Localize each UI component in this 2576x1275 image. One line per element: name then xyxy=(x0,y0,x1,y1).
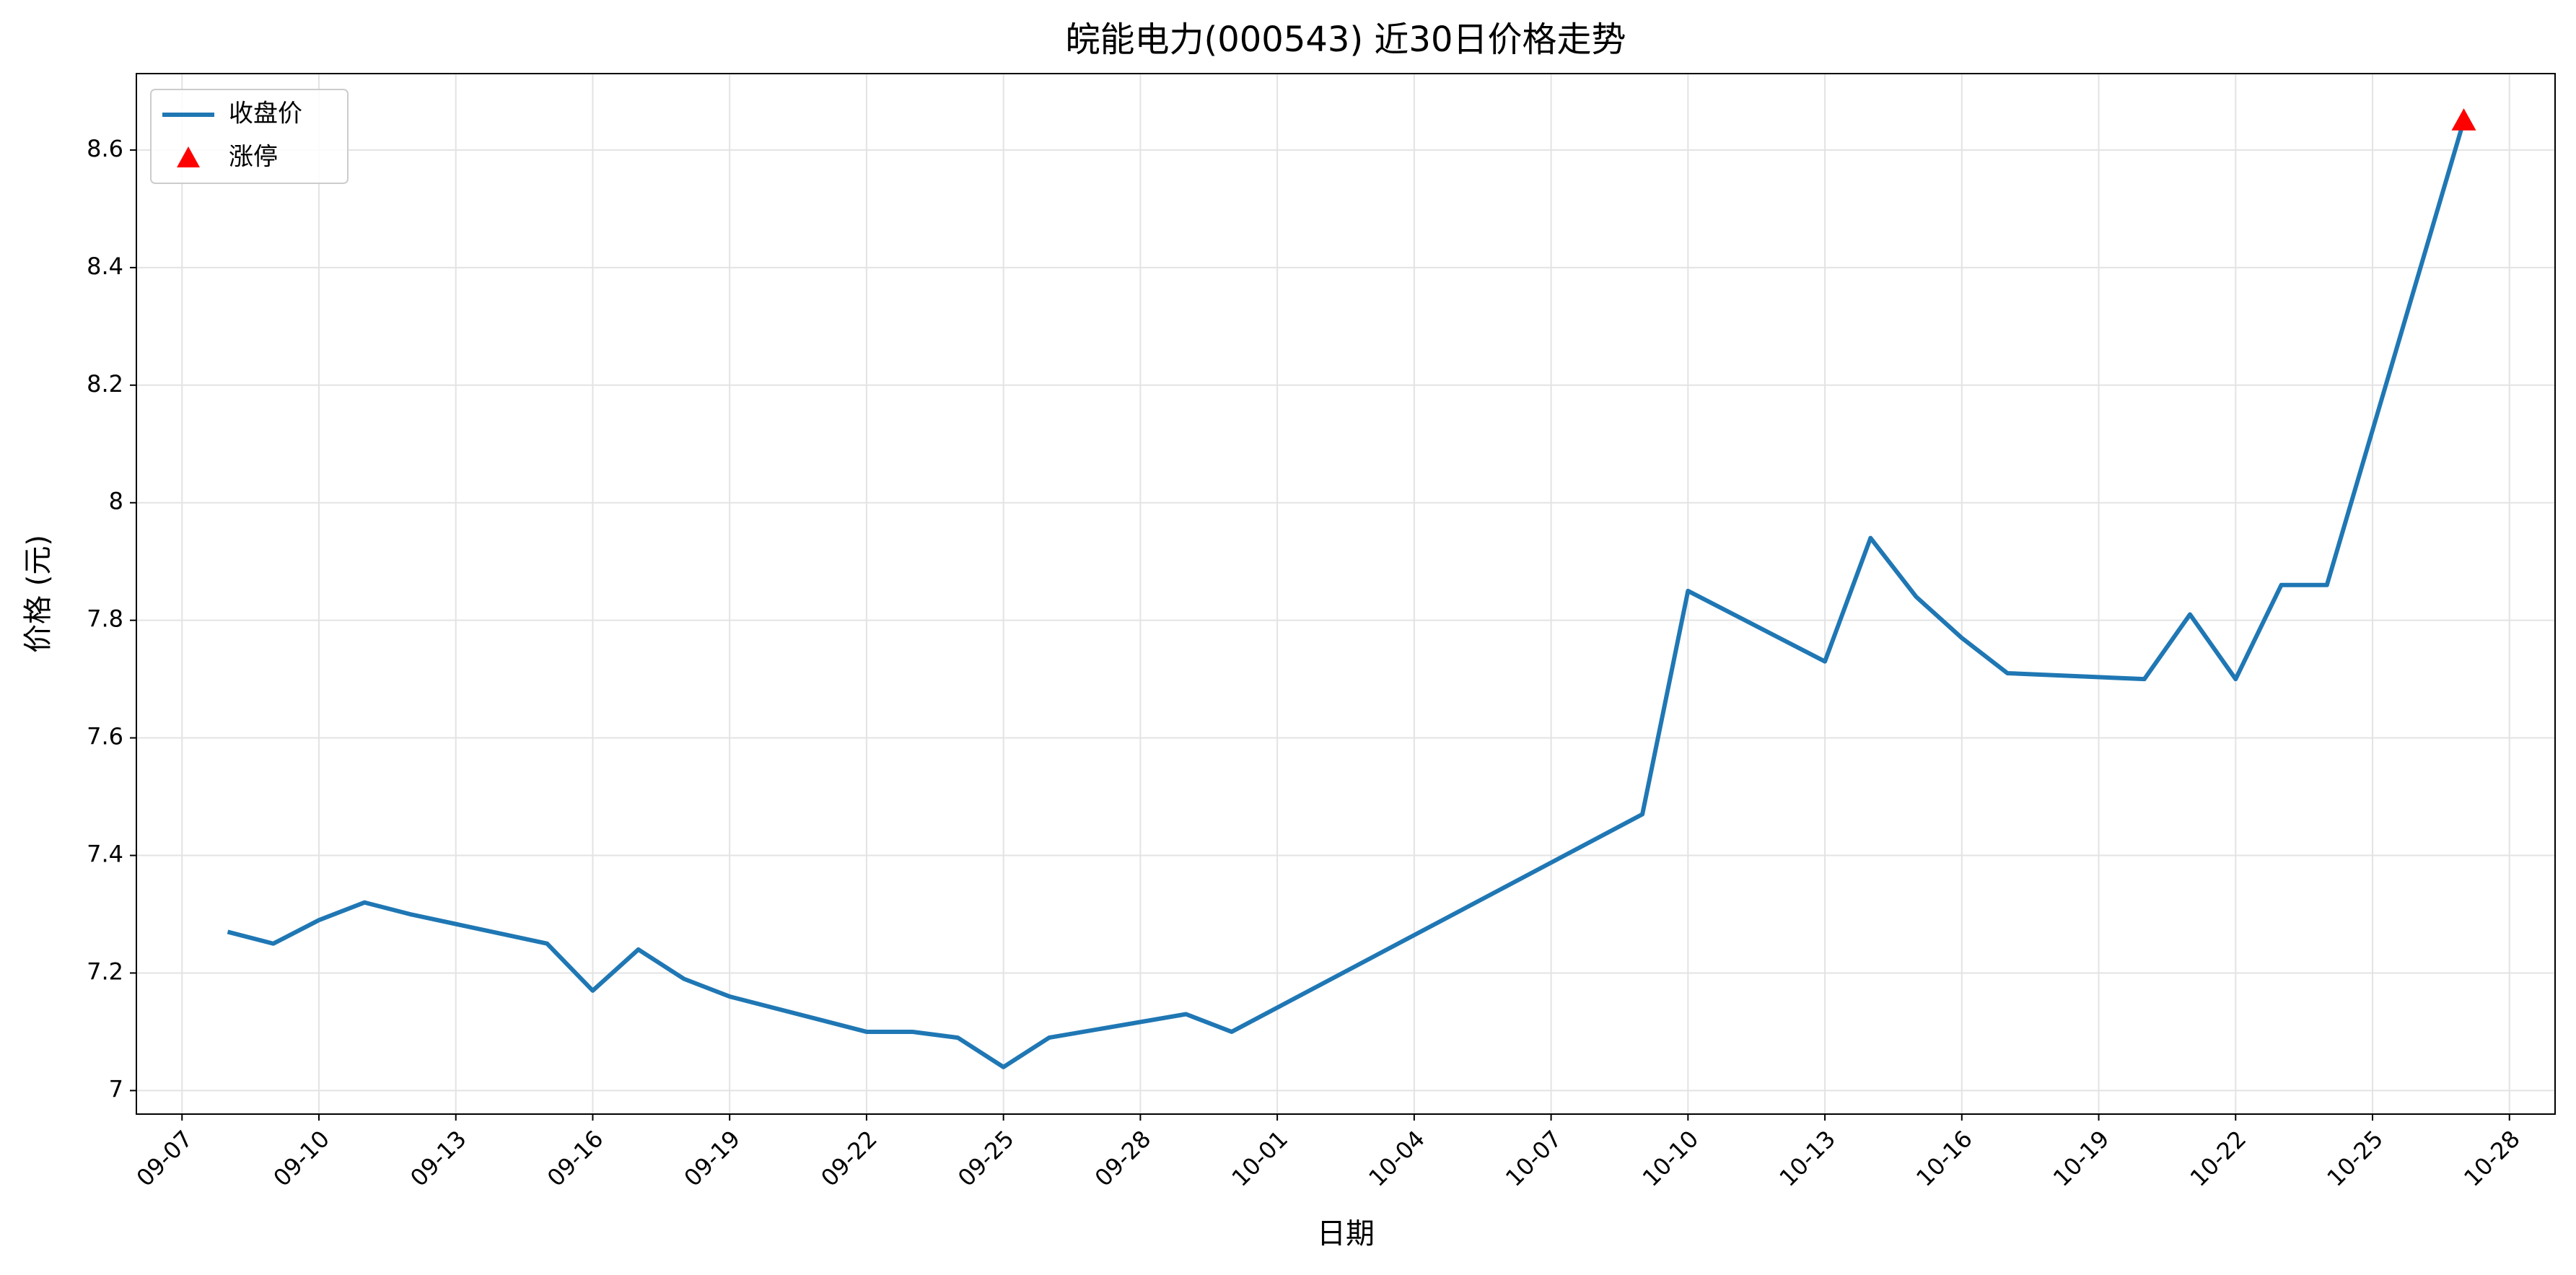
legend-marker xyxy=(177,146,200,167)
y-tick-label: 8.6 xyxy=(87,135,123,162)
y-tick-label: 8.2 xyxy=(87,370,123,398)
y-tick-label: 7.2 xyxy=(87,958,123,985)
legend-label: 收盘价 xyxy=(229,100,302,128)
y-axis-label: 价格 (元) xyxy=(22,535,55,653)
price-line xyxy=(227,120,2466,1069)
y-tick-label: 7.8 xyxy=(87,605,123,633)
x-axis-label: 日期 xyxy=(1317,1217,1375,1250)
plot-frame xyxy=(136,73,2556,1115)
y-tick-label: 7.6 xyxy=(87,723,123,750)
y-tick-label: 7.4 xyxy=(87,841,123,868)
limit-up-marker xyxy=(2451,108,2476,131)
y-tick-label: 8 xyxy=(109,488,123,515)
y-tick-label: 8.4 xyxy=(87,253,123,280)
chart-title: 皖能电力(000543) 近30日价格走势 xyxy=(1065,19,1626,60)
legend-label: 涨停 xyxy=(229,143,278,172)
y-tick-label: 7 xyxy=(109,1075,123,1103)
